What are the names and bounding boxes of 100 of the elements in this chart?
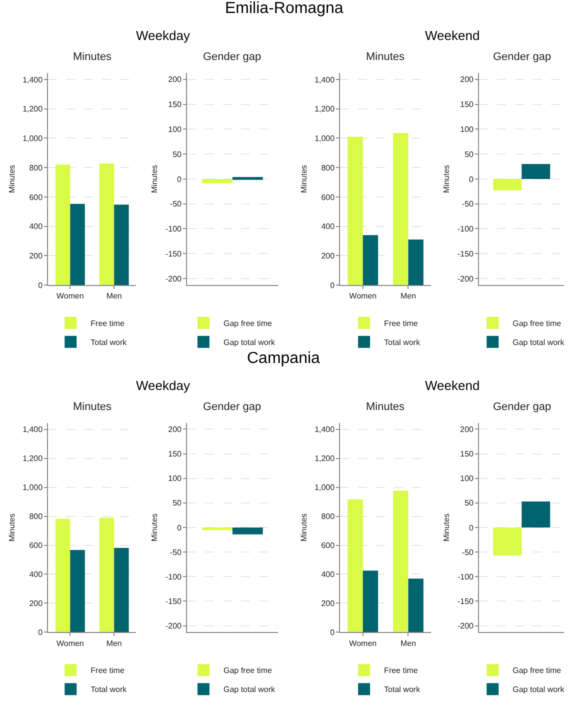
legend-label: Gap free time xyxy=(223,319,272,328)
bar xyxy=(114,204,129,285)
text: Weekend xyxy=(425,28,480,43)
bar xyxy=(348,136,363,285)
chart-title: Minutes xyxy=(366,401,406,413)
bar xyxy=(55,518,70,632)
y-tick-label: 800 xyxy=(29,163,44,172)
legend-label: Gap total work xyxy=(223,338,276,348)
y-tick-label: -150 xyxy=(165,597,182,606)
text: Weekday xyxy=(136,28,190,43)
y-tick-label: 200 xyxy=(460,425,474,434)
y-tick-label: 100 xyxy=(460,474,474,484)
legend-label: Total work xyxy=(384,685,422,694)
y-tick-label: 100 xyxy=(168,124,182,134)
bar xyxy=(408,240,424,285)
y-tick-label: 1,000 xyxy=(22,483,44,492)
chart-title: Gender gap xyxy=(203,401,262,413)
y-tick-label: -200 xyxy=(458,274,474,284)
bar xyxy=(55,164,70,285)
y-tick-label: -50 xyxy=(170,548,182,557)
y-tick-label: 800 xyxy=(321,163,336,172)
y-tick-label: 150 xyxy=(460,450,474,459)
bar xyxy=(99,163,114,285)
y-tick-label: 1,000 xyxy=(22,134,44,144)
y-tick-label: 1,400 xyxy=(314,75,336,84)
y-tick-label: 1,400 xyxy=(22,75,44,84)
y-tick-label: -50 xyxy=(462,548,474,557)
y-tick-label: -200 xyxy=(165,622,182,631)
y-axis-title: Minutes xyxy=(150,514,160,542)
y-tick-label: 1,000 xyxy=(314,134,336,144)
y-tick-label: -150 xyxy=(458,249,474,258)
y-tick-label: -200 xyxy=(165,274,182,284)
y-tick-label: 200 xyxy=(168,425,182,434)
legend-label: Gap free time xyxy=(512,319,562,328)
x-tick-label: Women xyxy=(349,638,377,648)
y-tick-label: -100 xyxy=(458,224,474,234)
y-tick-label: 800 xyxy=(321,512,336,522)
y-tick-label: -150 xyxy=(458,597,474,606)
y-tick-label: -200 xyxy=(458,622,474,631)
y-tick-label: 50 xyxy=(464,150,474,159)
legend-label: Total work xyxy=(384,338,422,348)
bar xyxy=(393,133,408,285)
legend-label: Free time xyxy=(90,319,125,328)
y-tick-label: -150 xyxy=(165,249,182,258)
y-tick-label: 50 xyxy=(172,150,182,159)
y-tick-label: 0 xyxy=(330,280,336,290)
y-tick-label: 400 xyxy=(29,222,44,232)
bar xyxy=(393,490,408,632)
chart-title: Gender gap xyxy=(493,401,552,413)
bar xyxy=(348,499,363,632)
bar xyxy=(70,550,85,632)
x-tick-label: Men xyxy=(400,638,416,648)
x-tick-label: Men xyxy=(400,292,416,301)
legend-label: Gap total work xyxy=(223,685,276,694)
y-tick-label: 600 xyxy=(29,192,44,202)
legend-label: Total work xyxy=(90,685,128,694)
chart-title: Minutes xyxy=(73,401,112,413)
y-tick-label: 150 xyxy=(168,100,182,110)
y-axis-title: Minutes xyxy=(7,164,16,193)
y-axis-title: Minutes xyxy=(299,514,308,542)
legend-label: Total work xyxy=(90,338,128,348)
y-tick-label: -100 xyxy=(165,224,182,234)
y-tick-label: 1,200 xyxy=(314,454,336,464)
y-tick-label: 400 xyxy=(321,222,336,232)
text: Weekend xyxy=(425,378,480,393)
y-tick-label: 1,000 xyxy=(314,483,336,492)
y-tick-label: 800 xyxy=(29,512,44,522)
y-tick-label: 0 xyxy=(330,628,336,638)
text: Weekday xyxy=(136,378,190,393)
y-tick-label: 400 xyxy=(29,570,44,580)
y-tick-label: 0 xyxy=(469,174,474,184)
y-axis-title: Minutes xyxy=(150,164,160,193)
x-tick-label: Women xyxy=(349,292,377,301)
chart-title: Gender gap xyxy=(493,51,552,63)
y-tick-label: 0 xyxy=(177,174,182,184)
x-tick-label: Women xyxy=(56,292,84,301)
legend-label: Gap total work xyxy=(512,338,566,348)
y-tick-label: -50 xyxy=(170,200,182,209)
y-axis-title: Minutes xyxy=(7,514,16,542)
bar xyxy=(362,570,378,632)
chart-title: Gender gap xyxy=(203,51,262,63)
text: Emilia-Romagna xyxy=(225,0,344,17)
bar xyxy=(362,235,378,285)
legend-label: Gap free time xyxy=(512,666,562,676)
x-tick-label: Men xyxy=(106,292,122,301)
y-tick-label: 100 xyxy=(168,474,182,484)
y-tick-label: 0 xyxy=(38,280,44,290)
y-axis-title: Minutes xyxy=(442,164,452,193)
x-tick-label: Women xyxy=(56,638,84,648)
y-tick-label: 50 xyxy=(172,498,182,508)
bar xyxy=(99,518,114,632)
y-tick-label: 0 xyxy=(38,628,44,638)
legend-label: Free time xyxy=(90,666,125,676)
legend-label: Gap total work xyxy=(512,685,566,694)
y-tick-label: 0 xyxy=(469,523,474,532)
y-tick-label: 1,400 xyxy=(22,425,44,434)
chart-title: Minutes xyxy=(73,51,112,63)
y-tick-label: 200 xyxy=(460,75,474,84)
y-tick-label: 1,200 xyxy=(22,454,44,464)
y-tick-label: 400 xyxy=(321,570,336,580)
